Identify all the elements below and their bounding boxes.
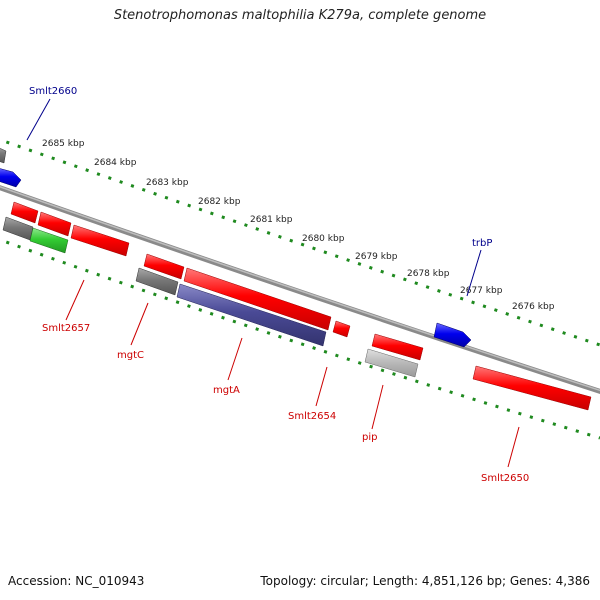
- callout-mgtA: [227, 337, 243, 381]
- callout-pip: [371, 384, 384, 430]
- topology-text: Topology: circular; Length: 4,851,126 bp…: [260, 574, 590, 588]
- tick-label: 2682 kbp: [198, 197, 241, 207]
- gene-label-mgtC[interactable]: mgtC: [117, 350, 144, 361]
- gene-label-smlt2657[interactable]: Smlt2657: [42, 323, 90, 334]
- gene-label-smlt2660[interactable]: Smlt2660: [29, 86, 77, 97]
- gene-pip[interactable]: [364, 348, 419, 378]
- gene-red-b[interactable]: [37, 211, 72, 237]
- callout-lines: [26, 98, 520, 468]
- gene-red-e[interactable]: [143, 253, 185, 280]
- tick-label: 2680 kbp: [302, 234, 345, 244]
- ruler-labels: 2685 kbp 2684 kbp 2683 kbp 2682 kbp 2681…: [42, 139, 555, 312]
- gene-trbP[interactable]: [433, 322, 472, 348]
- gene-label-smlt2654[interactable]: Smlt2654: [288, 411, 336, 422]
- callout-smlt2660: [26, 98, 51, 141]
- genome-backbone-highlight: [0, 185, 600, 392]
- tick-label: 2684 kbp: [94, 158, 137, 168]
- callout-smlt2657: [65, 279, 85, 321]
- callout-trbP: [466, 249, 482, 297]
- gene-gray-forward-left[interactable]: [0, 146, 7, 164]
- gene-mgtC[interactable]: [135, 267, 179, 296]
- gene-smlt2650[interactable]: [472, 365, 592, 411]
- gene-label-group: Smlt2660 trbP Smlt2657 mgtC mgtA Smlt265…: [29, 86, 529, 484]
- tick-label: 2685 kbp: [42, 139, 85, 149]
- gene-green-d[interactable]: [29, 227, 69, 254]
- tick-label: 2676 kbp: [512, 302, 555, 312]
- accession-text: Accession: NC_010943: [8, 574, 145, 588]
- gene-mgtA[interactable]: [176, 283, 327, 347]
- tick-label: 2677 kbp: [460, 286, 503, 296]
- genome-title: Stenotrophomonas maltophilia K279a, comp…: [113, 8, 487, 23]
- gene-red-g[interactable]: [371, 333, 424, 361]
- tick-label: 2678 kbp: [407, 269, 450, 279]
- tick-label: 2679 kbp: [355, 252, 398, 262]
- gene-smlt2660[interactable]: [0, 168, 22, 188]
- tick-label: 2681 kbp: [250, 215, 293, 225]
- callout-smlt2654: [315, 366, 328, 407]
- gene-red-f[interactable]: [332, 320, 351, 338]
- gene-red-a[interactable]: [10, 201, 39, 224]
- callout-mgtC: [130, 302, 149, 346]
- gene-smlt2657[interactable]: [70, 224, 130, 257]
- gene-label-mgtA[interactable]: mgtA: [213, 385, 240, 396]
- tick-label: 2683 kbp: [146, 178, 189, 188]
- gene-label-smlt2650[interactable]: Smlt2650: [481, 473, 529, 484]
- genome-backbone: [0, 185, 600, 395]
- gene-smlt2654[interactable]: [183, 267, 332, 331]
- gene-label-pip[interactable]: pip: [362, 432, 377, 443]
- gene-label-trbP[interactable]: trbP: [472, 238, 492, 249]
- callout-smlt2650: [507, 426, 520, 468]
